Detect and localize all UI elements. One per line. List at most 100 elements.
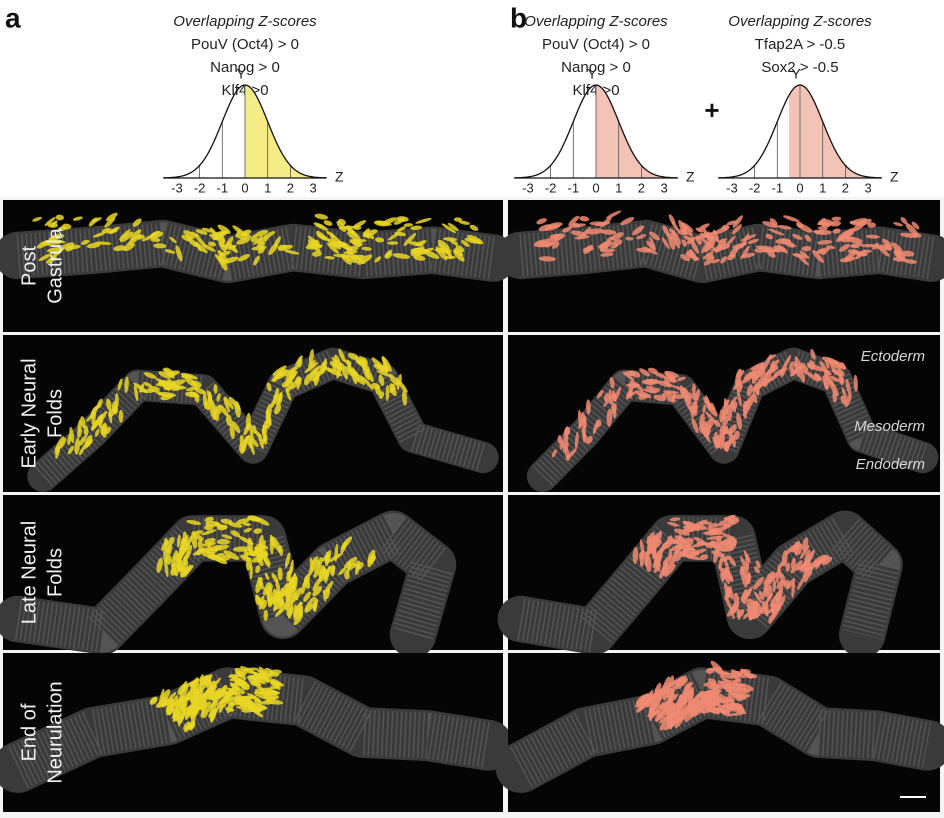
labelled-cell (218, 255, 228, 271)
labelled-cell (585, 399, 591, 415)
labelled-cell (79, 447, 85, 456)
labelled-cell (247, 515, 262, 523)
labelled-cell (671, 548, 679, 560)
labelled-cell (711, 259, 721, 264)
labelled-cell (376, 370, 392, 377)
labelled-cell (661, 237, 670, 250)
labelled-cell (168, 536, 175, 545)
tick-label: 1 (264, 180, 271, 195)
labelled-cell (240, 437, 248, 452)
x-axis-label: Z (335, 169, 344, 185)
labelled-cell (841, 387, 847, 399)
labelled-cell (674, 528, 690, 536)
labelled-cell (224, 236, 234, 251)
labelled-cell (215, 691, 223, 699)
labelled-cell (732, 692, 742, 702)
labelled-cell (673, 238, 680, 249)
labelled-cell (193, 533, 204, 541)
labelled-cell (730, 712, 745, 716)
labelled-cell (258, 670, 267, 679)
labelled-cell (696, 541, 709, 546)
labelled-cell (725, 543, 737, 550)
labelled-cell (344, 556, 358, 569)
labelled-cell (140, 389, 156, 393)
labelled-cell (216, 393, 221, 402)
labelled-cell (403, 233, 417, 246)
labelled-cell (683, 521, 694, 526)
labelled-cell (384, 249, 393, 258)
labelled-cell (625, 236, 634, 241)
tick-label: -1 (568, 180, 580, 195)
labelled-cell (65, 245, 74, 252)
labelled-cell (78, 435, 87, 446)
labelled-cell (734, 241, 747, 251)
labelled-cell (185, 709, 192, 716)
labelled-cell (346, 231, 361, 241)
labelled-cell (711, 550, 725, 557)
labelled-cell (691, 392, 699, 401)
labelled-cell (574, 431, 579, 450)
labelled-cell (209, 707, 218, 716)
labelled-cell (408, 241, 424, 247)
labelled-cell (585, 435, 593, 444)
labelled-cell (667, 556, 677, 569)
labelled-cell (829, 375, 840, 382)
labelled-cell (254, 688, 269, 695)
labelled-cell (679, 385, 685, 398)
labelled-cell (585, 228, 604, 235)
labelled-cell (171, 554, 176, 573)
labelled-cell (323, 220, 333, 226)
labelled-cell (265, 699, 284, 705)
labelled-cell (769, 218, 778, 227)
labelled-cell (236, 518, 250, 525)
labelled-cell (740, 234, 757, 242)
bell-curve (514, 84, 678, 179)
labelled-cell (724, 596, 732, 610)
labelled-cell (247, 434, 259, 448)
labelled-cell (725, 514, 736, 521)
labelled-cell (741, 252, 756, 258)
y-axis-label: Y (587, 66, 597, 82)
labelled-cell (325, 549, 332, 567)
labelled-cell (344, 570, 350, 580)
labelled-cell (536, 218, 547, 225)
labelled-cell (352, 240, 362, 248)
labelled-cell (720, 406, 729, 423)
labelled-cell (855, 249, 867, 260)
labelled-cell (403, 223, 414, 227)
labelled-cell (620, 217, 635, 226)
labelled-cell (258, 432, 264, 450)
labelled-cell (667, 521, 680, 527)
labelled-cell (802, 537, 809, 552)
labelled-cell (242, 522, 251, 527)
row-label: Early Neural (18, 358, 40, 468)
labelled-cell (703, 397, 714, 410)
labelled-cell (691, 417, 699, 434)
labelled-cell (310, 370, 323, 382)
labelled-cell (742, 610, 752, 620)
labelled-cell (303, 573, 311, 586)
tick-label: -2 (545, 180, 557, 195)
labelled-cell (782, 215, 800, 222)
labelled-cell (665, 232, 676, 240)
labelled-cell (232, 696, 243, 700)
labelled-cell (293, 572, 298, 587)
labelled-cell (186, 519, 202, 525)
labelled-cell (820, 221, 831, 228)
labelled-cell (105, 398, 112, 411)
labelled-cell (622, 371, 635, 381)
labelled-cell (758, 372, 769, 383)
labelled-cell (176, 556, 183, 572)
labelled-cell (710, 686, 720, 692)
labelled-cell (758, 590, 765, 600)
labelled-cell (285, 594, 290, 606)
labelled-cell (108, 409, 113, 424)
labelled-cell (249, 675, 264, 683)
labelled-cell (732, 679, 742, 684)
labelled-cell (164, 559, 169, 578)
labelled-cell (269, 536, 274, 555)
labelled-cell (729, 424, 737, 435)
labelled-cell (291, 587, 303, 603)
row-label: Folds (44, 389, 66, 438)
